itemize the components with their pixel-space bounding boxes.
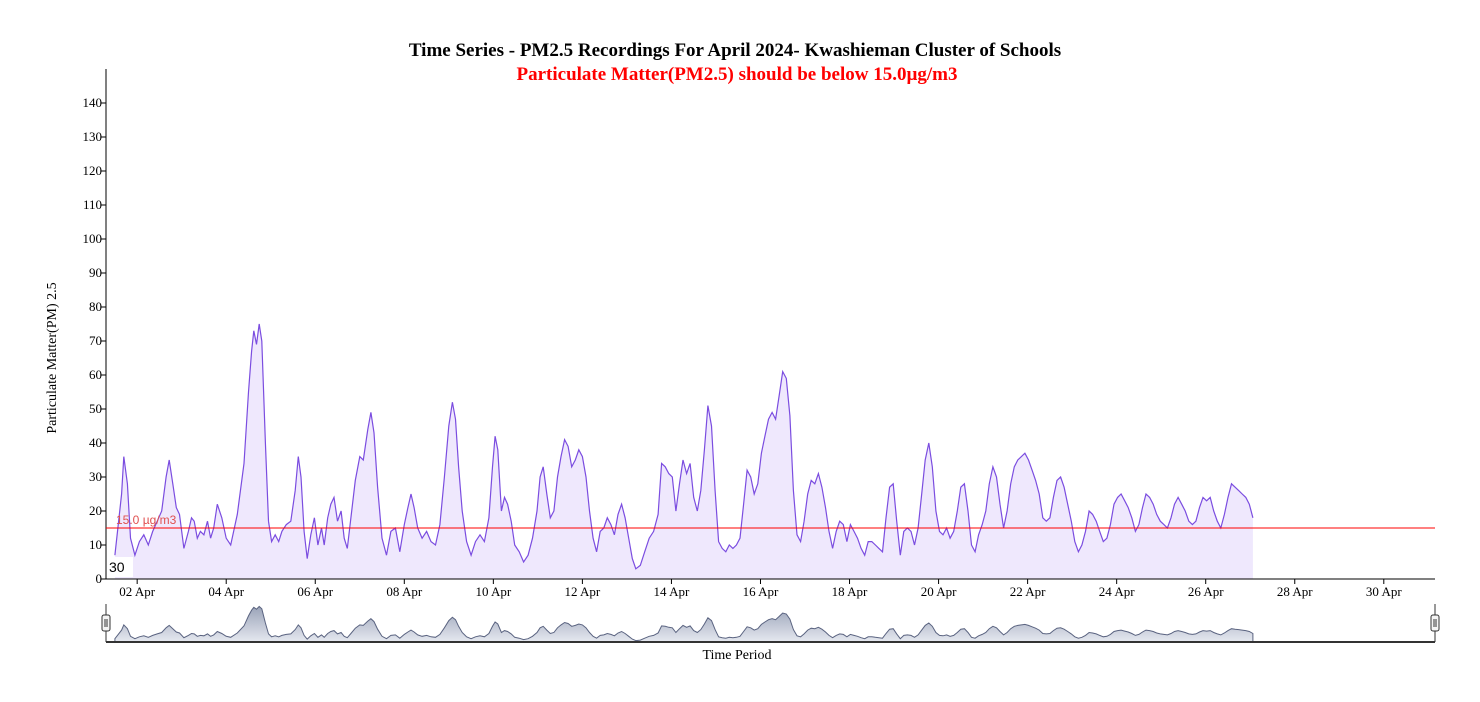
x-tick-label: 14 Apr — [654, 584, 690, 599]
x-tick-label: 10 Apr — [475, 584, 511, 599]
y-tick-label: 110 — [83, 197, 102, 212]
x-tick-label: 24 Apr — [1099, 584, 1135, 599]
navigator-handle-right[interactable] — [1430, 614, 1440, 632]
series-line — [114, 323, 1254, 570]
y-tick-label: 10 — [89, 537, 102, 552]
navigator-handle-left[interactable] — [101, 614, 111, 632]
y-tick-label: 80 — [89, 299, 102, 314]
x-axis: 02 Apr 04 Apr 06 Apr 08 Apr 10 Apr 12 Apr 14 A… — [106, 578, 1435, 599]
y-tick-label: 100 — [83, 231, 103, 246]
x-tick-label: 22 Apr — [1010, 584, 1046, 599]
handle-body[interactable] — [1430, 614, 1440, 632]
y-tick-label: 40 — [89, 435, 102, 450]
x-tick-label: 28 Apr — [1277, 584, 1313, 599]
y-axis-title: Particulate Matter(PM) 2.5 — [45, 282, 60, 433]
y-tick-label: 0 — [96, 571, 103, 586]
x-tick-label: 08 Apr — [386, 584, 422, 599]
navigator-series — [114, 605, 1254, 643]
x-tick-label: 04 Apr — [208, 584, 244, 599]
x-tick-label: 06 Apr — [297, 584, 333, 599]
cursor-tag-bg — [107, 557, 133, 577]
x-tick-label: 26 Apr — [1188, 584, 1224, 599]
x-tick-label: 16 Apr — [743, 584, 779, 599]
y-tick-label: 60 — [89, 367, 102, 382]
y-tick-label: 130 — [83, 129, 103, 144]
x-tick-label: 12 Apr — [565, 584, 601, 599]
handle-body[interactable] — [101, 614, 111, 632]
series-area-fill — [114, 324, 1253, 579]
y-tick-label: 140 — [83, 95, 103, 110]
y-axis: 0 10 20 30 40 50 60 70 80 90 100 110 120 130 140 — [83, 69, 107, 586]
cursor-tag-label: 30 — [109, 559, 125, 575]
y-tick-label: 20 — [89, 503, 102, 518]
y-tick-label: 50 — [89, 401, 102, 416]
threshold-label: 15.0 µg/m3 — [116, 513, 177, 527]
x-axis-title: Time Period — [702, 648, 771, 663]
y-tick-label: 30 — [89, 469, 102, 484]
chart-title: Time Series - PM2.5 Recordings For April… — [408, 40, 1062, 61]
plot-area: 15.0 µg/m3 30 — [106, 323, 1435, 579]
y-tick-label: 90 — [89, 265, 102, 280]
x-tick-label: 30 Apr — [1366, 584, 1402, 599]
x-tick-label: 18 Apr — [832, 584, 868, 599]
y-tick-label: 120 — [83, 163, 103, 178]
x-tick-label: 02 Apr — [119, 584, 155, 599]
y-tick-label: 70 — [89, 333, 102, 348]
chart-subtitle: Particulate Matter(PM2.5) should be belo… — [516, 64, 958, 85]
x-tick-label: 20 Apr — [921, 584, 957, 599]
navigator[interactable] — [101, 604, 1440, 643]
